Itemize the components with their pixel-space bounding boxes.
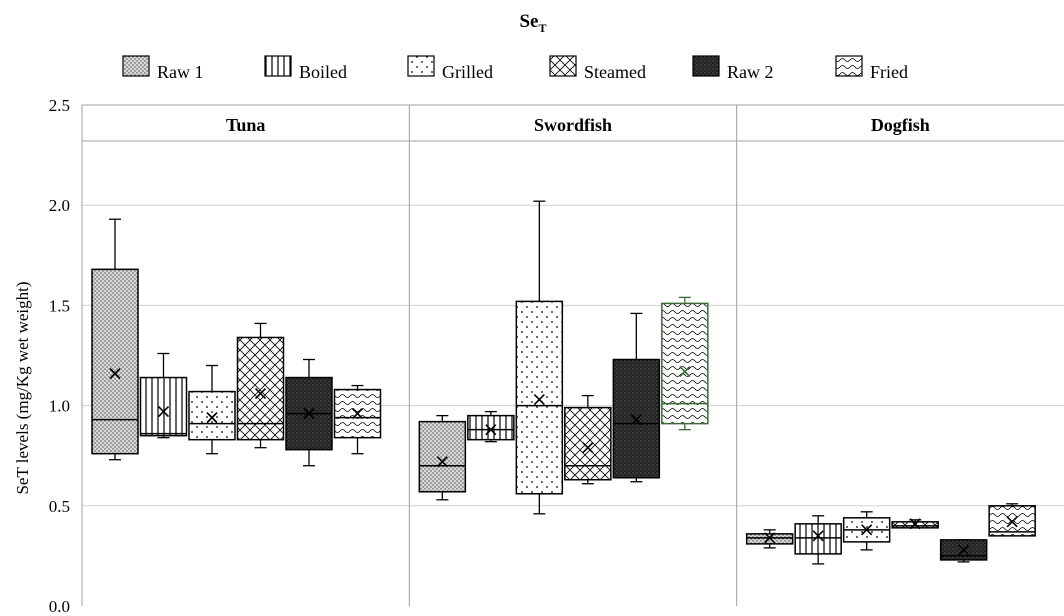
y-axis-label: SeT levels (mg/Kg wet weight) — [13, 281, 32, 494]
box-tuna-steamed — [236, 322, 285, 449]
box-iqr — [139, 376, 188, 437]
y-tick-label: 0.5 — [49, 497, 70, 516]
box-swordfish-raw-2 — [612, 312, 661, 483]
mean-marker — [1006, 516, 1018, 528]
mean-marker — [533, 394, 545, 406]
box-dogfish-grilled — [842, 511, 891, 551]
chart-title-subscript: T — [538, 21, 546, 35]
legend-item-raw-1: Raw 1 — [122, 55, 204, 82]
panel-headers: Tuna Swordfish Dogfish — [81, 104, 1064, 606]
box-iqr — [515, 300, 564, 495]
mean-marker — [436, 456, 448, 468]
legend-label: Raw 2 — [727, 62, 774, 82]
mean-marker — [485, 424, 497, 436]
y-tick-label: 2.5 — [49, 96, 70, 115]
panel-title: Tuna — [226, 115, 265, 135]
legend-label: Steamed — [584, 62, 646, 82]
mean-marker — [582, 442, 594, 454]
mean-marker — [909, 518, 921, 530]
box-iqr — [236, 336, 285, 441]
mean-marker — [630, 414, 642, 426]
box-tuna-boiled — [139, 352, 188, 439]
box-iqr — [564, 406, 612, 481]
y-tick-label: 2.0 — [49, 196, 70, 215]
mean-marker — [679, 365, 691, 378]
box-swordfish-grilled — [515, 200, 564, 515]
legend-label: Raw 1 — [157, 62, 204, 82]
mean-marker — [303, 408, 315, 420]
box-swordfish-boiled — [467, 410, 515, 443]
mean-marker — [958, 544, 970, 556]
legend-item-grilled: Grilled — [407, 55, 493, 82]
box-iqr — [418, 420, 467, 493]
box-tuna-raw-1 — [91, 218, 139, 461]
box-dogfish-steamed — [891, 518, 939, 530]
box-swordfish-fried — [661, 296, 709, 431]
legend-swatch — [407, 55, 435, 77]
y-axis: 0.0 0.5 1.0 1.5 2.0 2.5 — [49, 96, 70, 616]
mean-marker — [254, 388, 267, 400]
legend-label: Fried — [870, 62, 908, 82]
y-tick-label: 1.0 — [49, 397, 70, 416]
box-series — [91, 200, 1036, 565]
panel-title: Dogfish — [871, 115, 930, 135]
box-iqr — [794, 523, 842, 555]
y-tick-label: 0.0 — [49, 597, 70, 616]
mean-marker — [861, 524, 873, 536]
box-iqr — [188, 390, 236, 441]
box-dogfish-boiled — [794, 515, 842, 565]
box-swordfish-steamed — [564, 394, 612, 485]
box-swordfish-raw-1 — [418, 414, 467, 501]
box-iqr — [91, 268, 139, 455]
mean-marker — [764, 532, 776, 544]
box-tuna-raw-2 — [285, 358, 333, 467]
legend-item-fried: Fried — [835, 55, 908, 82]
mean-marker — [351, 408, 364, 420]
legend-item-boiled: Boiled — [264, 55, 347, 82]
mean-marker — [157, 406, 170, 418]
legend-swatch — [835, 55, 863, 77]
box-dogfish-fried — [988, 503, 1036, 537]
box-iqr — [661, 302, 709, 425]
box-dogfish-raw-1 — [745, 529, 794, 549]
chart-title: SeT — [519, 11, 546, 35]
box-dogfish-raw-2 — [939, 539, 988, 563]
legend-item-steamed: Steamed — [549, 55, 646, 82]
legend-swatch — [122, 55, 150, 77]
y-tick-label: 1.5 — [49, 296, 70, 315]
legend-swatch — [549, 55, 577, 77]
mean-marker — [109, 367, 121, 380]
legend: Raw 1 Boiled Grilled Steamed Raw 2 Fried — [122, 55, 908, 82]
mean-marker — [812, 530, 824, 542]
mean-marker — [206, 412, 218, 424]
legend-swatch — [264, 55, 292, 77]
box-tuna-grilled — [188, 364, 236, 455]
box-iqr — [467, 414, 515, 441]
panel-title: Swordfish — [534, 115, 612, 135]
legend-item-raw-2: Raw 2 — [692, 55, 774, 82]
legend-label: Boiled — [299, 62, 347, 82]
legend-label: Grilled — [442, 62, 493, 82]
box-tuna-fried — [333, 384, 382, 455]
legend-swatch — [692, 55, 720, 77]
